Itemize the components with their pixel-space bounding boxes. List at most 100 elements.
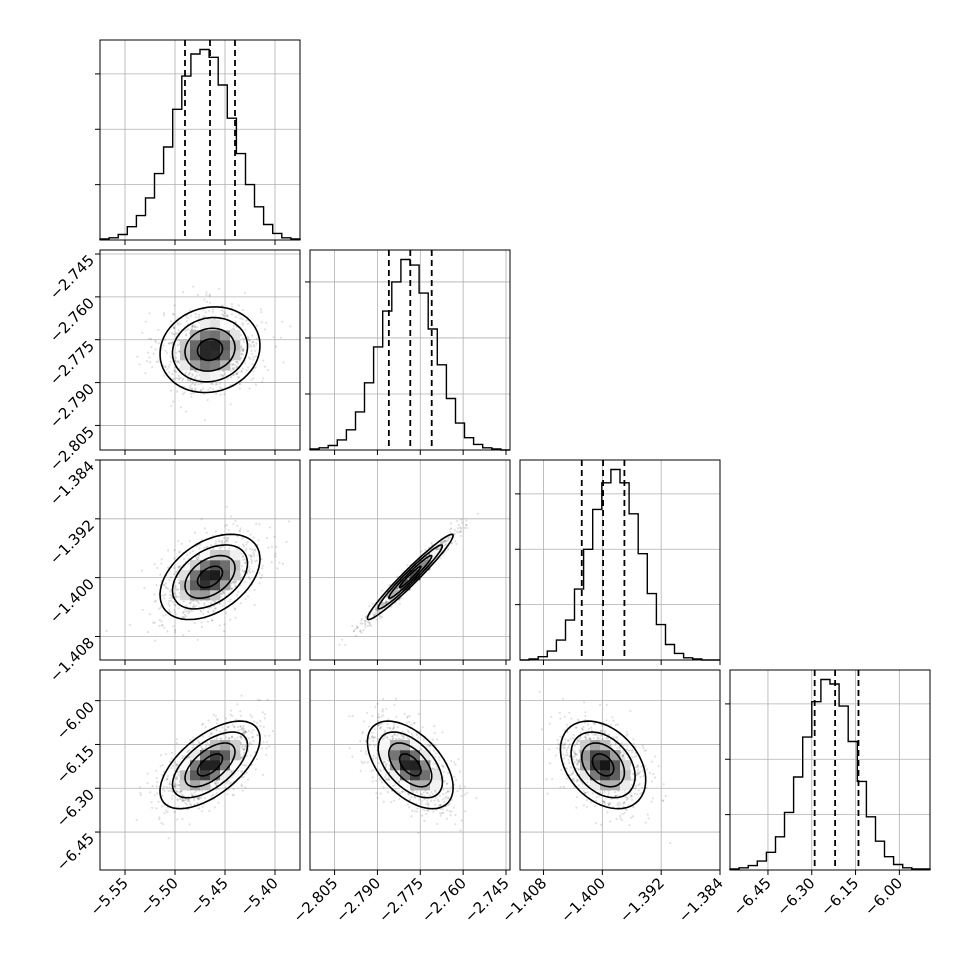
scatter-point bbox=[236, 371, 239, 374]
scatter-point bbox=[182, 393, 185, 396]
scatter-point bbox=[411, 809, 414, 812]
scatter-point bbox=[243, 581, 246, 584]
scatter-point bbox=[235, 365, 238, 368]
scatter-point bbox=[155, 584, 158, 587]
scatter-point bbox=[168, 604, 171, 607]
scatter-point bbox=[397, 780, 400, 783]
density-cell bbox=[200, 560, 211, 571]
scatter-point bbox=[428, 745, 431, 748]
scatter-point bbox=[454, 778, 458, 782]
scatter-point bbox=[236, 548, 239, 551]
scatter-point bbox=[281, 562, 284, 565]
scatter-point bbox=[563, 757, 566, 760]
scatter-point bbox=[178, 361, 181, 364]
scatter-point bbox=[183, 391, 186, 394]
scatter-point bbox=[238, 529, 242, 532]
scatter-point bbox=[204, 797, 207, 800]
scatter-point bbox=[189, 392, 192, 395]
scatter-point bbox=[220, 540, 223, 543]
scatter-point bbox=[191, 373, 194, 376]
panel-0-0 bbox=[95, 39, 301, 245]
scatter-point bbox=[250, 558, 253, 561]
scatter-point bbox=[192, 736, 195, 739]
density-cell bbox=[230, 550, 241, 561]
scatter-point bbox=[410, 815, 413, 818]
scatter-point bbox=[189, 738, 192, 742]
scatter-point bbox=[417, 831, 420, 834]
panel-frame bbox=[309, 459, 511, 661]
scatter-point bbox=[456, 790, 459, 793]
scatter-point bbox=[166, 811, 169, 814]
scatter-point bbox=[138, 363, 141, 366]
scatter-point bbox=[195, 316, 198, 319]
scatter-point bbox=[170, 331, 173, 335]
scatter-point bbox=[166, 630, 169, 633]
scatter-point bbox=[282, 361, 285, 364]
scatter-point bbox=[476, 512, 479, 515]
scatter-point bbox=[255, 324, 259, 327]
scatter-point bbox=[221, 374, 224, 377]
scatter-point bbox=[432, 749, 435, 752]
scatter-point bbox=[374, 612, 377, 616]
scatter-point bbox=[259, 720, 262, 723]
scatter-point bbox=[454, 540, 457, 543]
scatter-point bbox=[237, 376, 240, 379]
scatter-point bbox=[223, 537, 226, 540]
scatter-point bbox=[239, 714, 242, 717]
scatter-point bbox=[577, 718, 580, 721]
scatter-point bbox=[199, 543, 202, 546]
scatter-point bbox=[253, 588, 256, 591]
scatter-point bbox=[359, 740, 362, 743]
scatter-point bbox=[247, 565, 251, 569]
scatter-point bbox=[254, 560, 257, 563]
scatter-point bbox=[538, 690, 541, 693]
scatter-point bbox=[226, 793, 229, 796]
scatter-point bbox=[201, 805, 204, 808]
scatter-point bbox=[158, 607, 161, 610]
scatter-point bbox=[377, 762, 380, 765]
scatter-point bbox=[161, 624, 164, 627]
scatter-point bbox=[364, 620, 367, 623]
scatter-point bbox=[168, 371, 171, 374]
scatter-point bbox=[240, 356, 243, 359]
scatter-point bbox=[455, 530, 459, 534]
scatter-point bbox=[268, 526, 272, 529]
scatter-point bbox=[247, 737, 250, 740]
y-tick-label: −1.392 bbox=[46, 516, 98, 568]
scatter-point bbox=[438, 804, 441, 807]
scatter-point bbox=[179, 376, 182, 380]
density-cell bbox=[200, 550, 211, 561]
scatter-point bbox=[396, 734, 399, 737]
scatter-point bbox=[256, 734, 259, 737]
scatter-point bbox=[373, 744, 376, 747]
scatter-point bbox=[187, 373, 190, 376]
scatter-point bbox=[181, 616, 184, 619]
scatter-point bbox=[348, 747, 351, 750]
scatter-point bbox=[163, 785, 166, 788]
scatter-point bbox=[185, 615, 188, 618]
scatter-point bbox=[168, 363, 171, 366]
scatter-point bbox=[220, 373, 223, 376]
scatter-point bbox=[408, 806, 411, 809]
scatter-point bbox=[386, 726, 389, 729]
scatter-point bbox=[375, 779, 378, 782]
scatter-point bbox=[287, 520, 290, 523]
scatter-point bbox=[188, 610, 191, 614]
scatter-point bbox=[444, 795, 448, 798]
scatter-point bbox=[158, 624, 161, 627]
scatter-point bbox=[236, 524, 239, 527]
scatter-point bbox=[188, 823, 191, 826]
scatter-point bbox=[263, 713, 267, 716]
scatter-point bbox=[421, 793, 424, 796]
scatter-point bbox=[152, 352, 155, 355]
scatter-point bbox=[398, 797, 401, 801]
scatter-point bbox=[236, 703, 239, 706]
scatter-point bbox=[205, 745, 208, 748]
scatter-point bbox=[174, 613, 177, 616]
scatter-point bbox=[203, 604, 206, 607]
scatter-point bbox=[206, 741, 209, 745]
scatter-point bbox=[225, 736, 228, 739]
scatter-point bbox=[176, 339, 179, 342]
scatter-point bbox=[170, 320, 173, 323]
